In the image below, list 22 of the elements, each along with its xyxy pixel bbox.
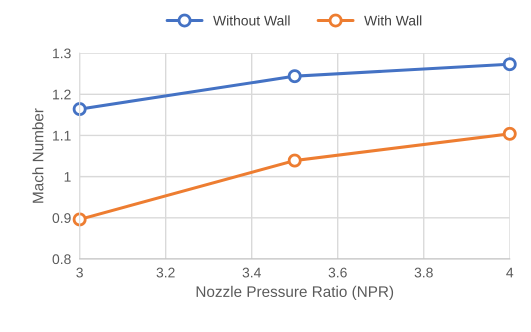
- x-tick-label: 4: [506, 268, 514, 278]
- point: [72, 212, 87, 226]
- y-tick-label: 1.3: [53, 48, 71, 58]
- point: [288, 154, 302, 168]
- point: [502, 57, 517, 72]
- x-axis-title: Nozzle Pressure Ratio (NPR): [196, 286, 394, 300]
- point: [288, 69, 302, 84]
- y-tick-label: 1.1: [53, 130, 71, 140]
- y-tick-label: 0.9: [52, 213, 71, 223]
- point: [72, 102, 87, 116]
- y-tick-label: 1.2: [53, 90, 71, 100]
- y-tick-label: 1: [64, 172, 71, 182]
- point: [502, 126, 517, 141]
- x-tick-label: 3.6: [328, 268, 347, 278]
- y-axis-title: Mach Number: [32, 108, 44, 203]
- x-tick-label: 3.8: [414, 268, 433, 278]
- x-tick-label: 3: [76, 268, 83, 278]
- x-tick-label: 3.4: [242, 268, 261, 278]
- legend-label: With Wall: [364, 15, 422, 26]
- y-tick-label: 0.8: [52, 254, 71, 264]
- x-tick-label: 3.2: [156, 268, 175, 278]
- legend-label: Without Wall: [213, 15, 290, 26]
